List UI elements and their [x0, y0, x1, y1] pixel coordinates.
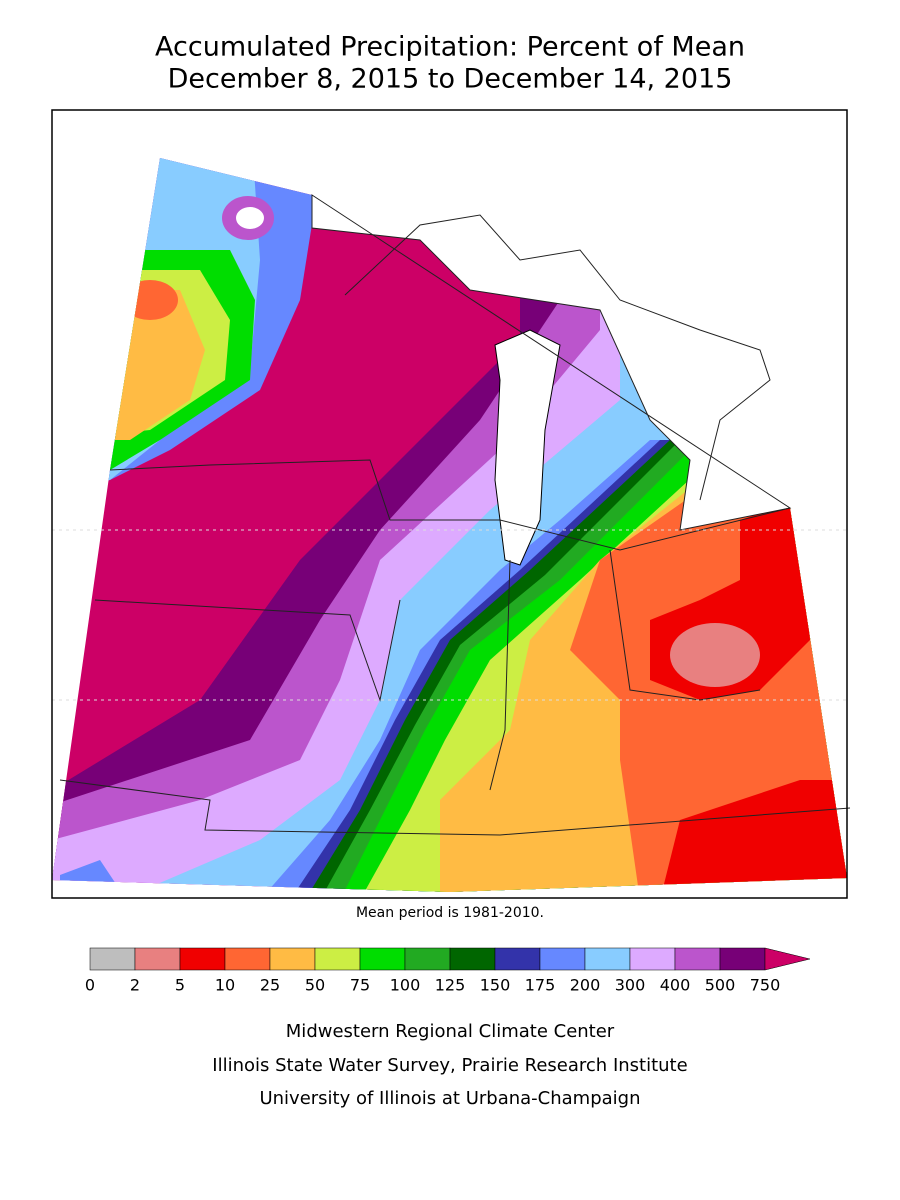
legend-swatch — [629, 947, 676, 971]
legend-swatch — [539, 947, 586, 971]
legend-label: 2 — [130, 976, 140, 995]
map-frame — [51, 109, 848, 899]
legend-label: 100 — [390, 976, 421, 995]
legend-label: 300 — [615, 976, 646, 995]
credit: Illinois State Water Survey, Prairie Res… — [212, 1055, 687, 1076]
legend-swatch — [179, 947, 226, 971]
legend-label: 75 — [350, 976, 370, 995]
legend-label: 125 — [435, 976, 466, 995]
legend-swatch — [584, 947, 631, 971]
credit: University of Illinois at Urbana-Champai… — [259, 1088, 640, 1109]
legend-swatch — [89, 947, 136, 971]
legend-label: 5 — [175, 976, 185, 995]
legend-swatch — [359, 947, 406, 971]
legend-swatch — [719, 947, 766, 971]
legend-swatch — [314, 947, 361, 971]
legend-swatch — [494, 947, 541, 971]
legend-swatch — [134, 947, 181, 971]
legend-swatch — [449, 947, 496, 971]
precip-map — [52, 158, 847, 892]
legend-label: 0 — [85, 976, 95, 995]
title-line: December 8, 2015 to December 14, 2015 — [168, 64, 733, 95]
legend-label: 175 — [525, 976, 556, 995]
legend-arrow — [764, 947, 811, 971]
legend-label: 50 — [305, 976, 325, 995]
legend-swatch — [224, 947, 271, 971]
legend-label: 25 — [260, 976, 280, 995]
legend-label: 400 — [660, 976, 691, 995]
legend-label: 750 — [750, 976, 781, 995]
legend-swatch — [404, 947, 451, 971]
legend-label: 500 — [705, 976, 736, 995]
credit: Midwestern Regional Climate Center — [286, 1021, 615, 1042]
legend-label: 200 — [570, 976, 601, 995]
title-line: Accumulated Precipitation: Percent of Me… — [155, 32, 745, 63]
legend-swatch — [269, 947, 316, 971]
map-note: Mean period is 1981-2010. — [356, 905, 544, 921]
legend-label: 10 — [215, 976, 235, 995]
legend-label: 150 — [480, 976, 511, 995]
legend: 0 2 5 10 25 50 75 100 125 150 175 200 300 400 500 750 — [85, 947, 811, 995]
legend-swatch — [674, 947, 721, 971]
